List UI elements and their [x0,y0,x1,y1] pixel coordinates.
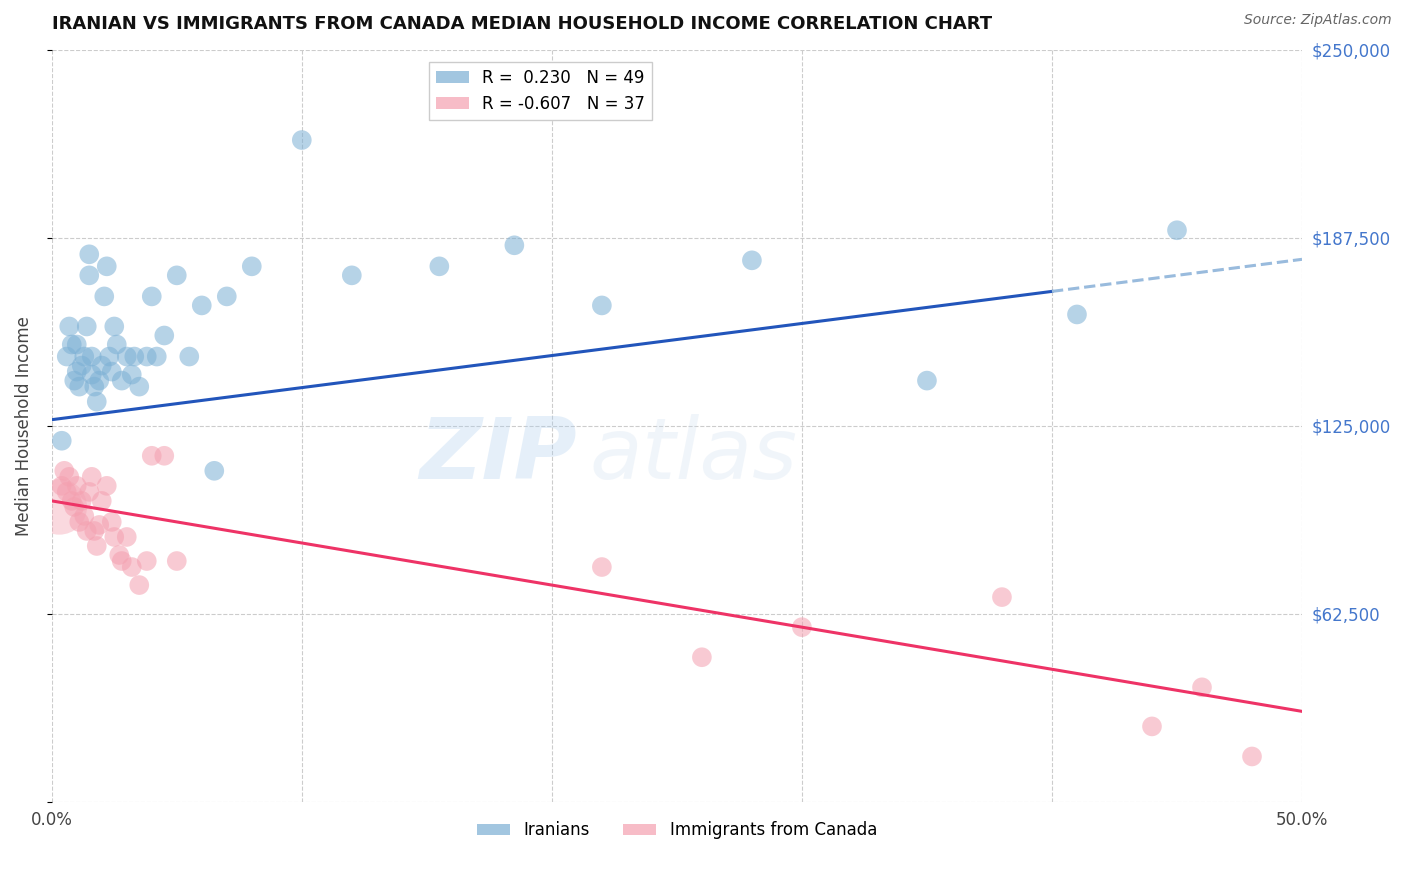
Point [58,319,80,334]
Point [76,319,98,334]
Point [100,365,122,379]
Point [83,379,105,393]
Point [179,350,201,364]
Point [135,554,157,568]
Point [153,328,176,343]
Point [96,479,118,493]
Point [67,515,90,529]
Point [86,539,108,553]
Point [121,560,143,574]
Point [591,298,613,312]
Point [128,379,150,393]
Legend: Iranians, Immigrants from Canada: Iranians, Immigrants from Canada [470,814,884,846]
Point [86,394,108,409]
Point [70,359,93,373]
Point [111,554,134,568]
Point [73,350,96,364]
Point [63,500,86,514]
Point [115,530,138,544]
Point [1140,719,1163,733]
Point [121,368,143,382]
Point [790,620,813,634]
Point [340,268,363,283]
Point [51,479,73,493]
Point [98,350,121,364]
Point [915,374,938,388]
Point [83,524,105,538]
Point [63,374,86,388]
Point [93,289,115,303]
Point [66,337,89,351]
Point [51,434,73,448]
Text: ZIP: ZIP [419,414,576,497]
Point [60,494,83,508]
Point [153,449,176,463]
Point [77,247,100,261]
Point [128,578,150,592]
Point [591,560,613,574]
Point [427,260,450,274]
Point [53,464,76,478]
Text: IRANIAN VS IMMIGRANTS FROM CANADA MEDIAN HOUSEHOLD INCOME CORRELATION CHART: IRANIAN VS IMMIGRANTS FROM CANADA MEDIAN… [52,15,991,33]
Point [141,449,163,463]
Point [111,374,134,388]
Point [55,484,77,499]
Point [122,350,145,364]
Point [991,590,1014,604]
Text: atlas: atlas [589,414,797,497]
Text: Source: ZipAtlas.com: Source: ZipAtlas.com [1244,13,1392,28]
Point [77,268,100,283]
Point [66,365,89,379]
Point [191,298,214,312]
Point [96,260,118,274]
Point [103,530,125,544]
Point [80,368,103,382]
Point [105,337,128,351]
Point [741,253,763,268]
Point [76,524,98,538]
Point [108,548,131,562]
Point [503,238,526,252]
Point [60,337,83,351]
Point [1240,749,1263,764]
Point [89,517,111,532]
Point [66,479,89,493]
Point [1066,308,1088,322]
Point [1191,681,1213,695]
Point [77,484,100,499]
Point [89,374,111,388]
Point [115,350,138,364]
Point [48,500,70,514]
Y-axis label: Median Household Income: Median Household Income [15,316,32,535]
Point [55,350,77,364]
Point [146,350,169,364]
Point [166,554,188,568]
Point [690,650,713,665]
Point [58,470,80,484]
Point [103,319,125,334]
Point [90,359,112,373]
Point [135,350,157,364]
Point [67,379,90,393]
Point [1166,223,1188,237]
Point [80,470,103,484]
Point [166,268,188,283]
Point [70,494,93,508]
Point [240,260,263,274]
Point [202,464,225,478]
Point [141,289,163,303]
Point [80,350,103,364]
Point [100,515,122,529]
Point [90,494,112,508]
Point [291,133,314,147]
Point [215,289,238,303]
Point [73,508,96,523]
